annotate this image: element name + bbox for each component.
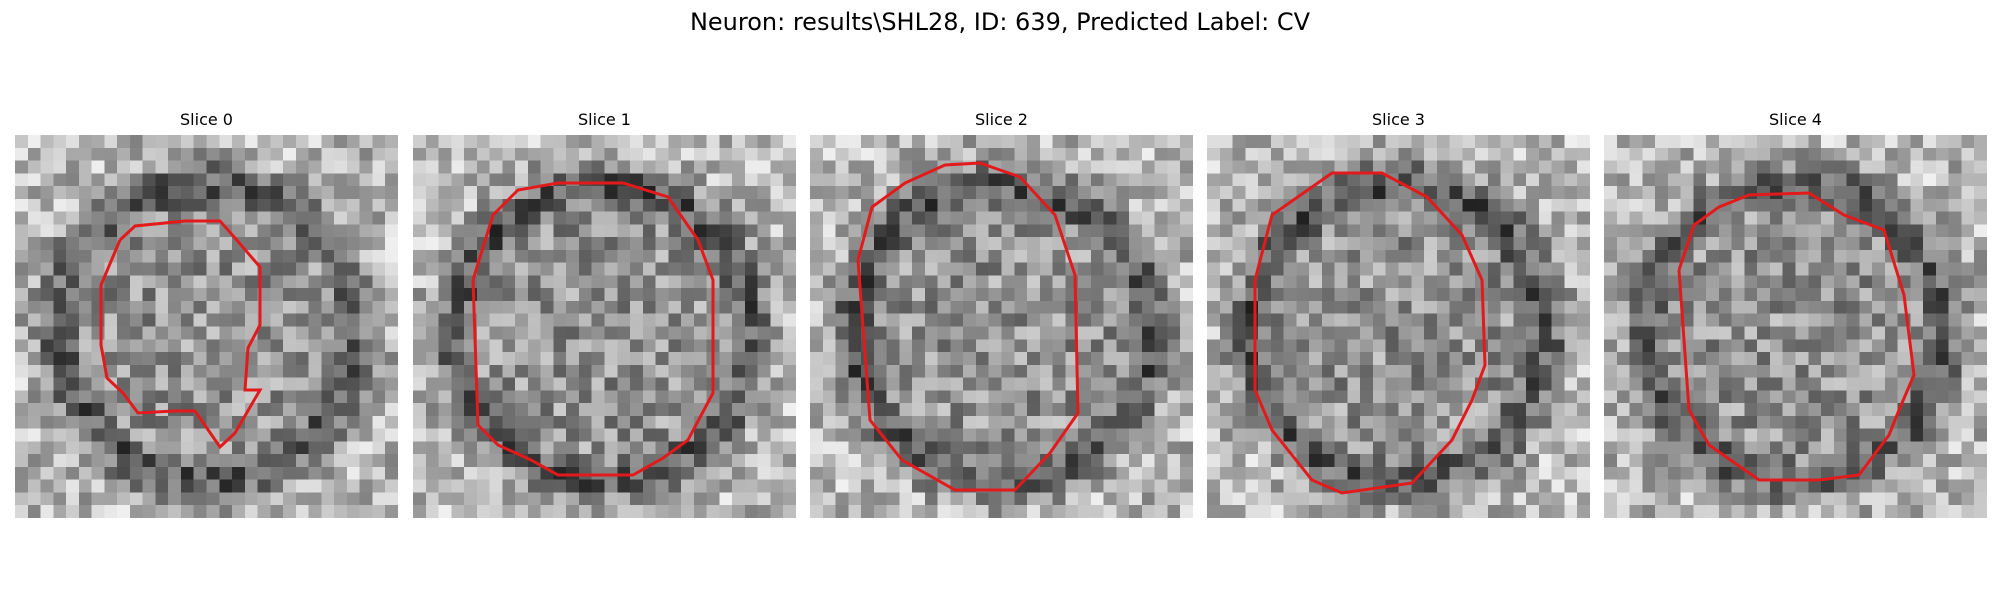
slice-image [15,135,398,518]
segmentation-contour [856,161,1080,492]
slice-title: Slice 1 [578,110,631,129]
grayscale-image [15,135,398,518]
slice-title: Slice 0 [180,110,233,129]
segmentation-contour [471,181,715,477]
grayscale-image [1604,135,1987,518]
segmentation-contour [1677,191,1916,482]
slice-image [413,135,796,518]
slice-title: Slice 4 [1769,110,1822,129]
slice-title: Slice 2 [975,110,1028,129]
slice-image [810,135,1193,518]
figure-title: Neuron: results\SHL28, ID: 639, Predicte… [689,8,1311,36]
slice-title: Slice 3 [1372,110,1425,129]
segmentation-contour [99,219,263,450]
grayscale-image [810,135,1193,518]
segmentation-contour [1253,171,1487,495]
slice-image [1207,135,1590,518]
grayscale-image [413,135,796,518]
slice-image [1604,135,1987,518]
grayscale-image [1207,135,1590,518]
